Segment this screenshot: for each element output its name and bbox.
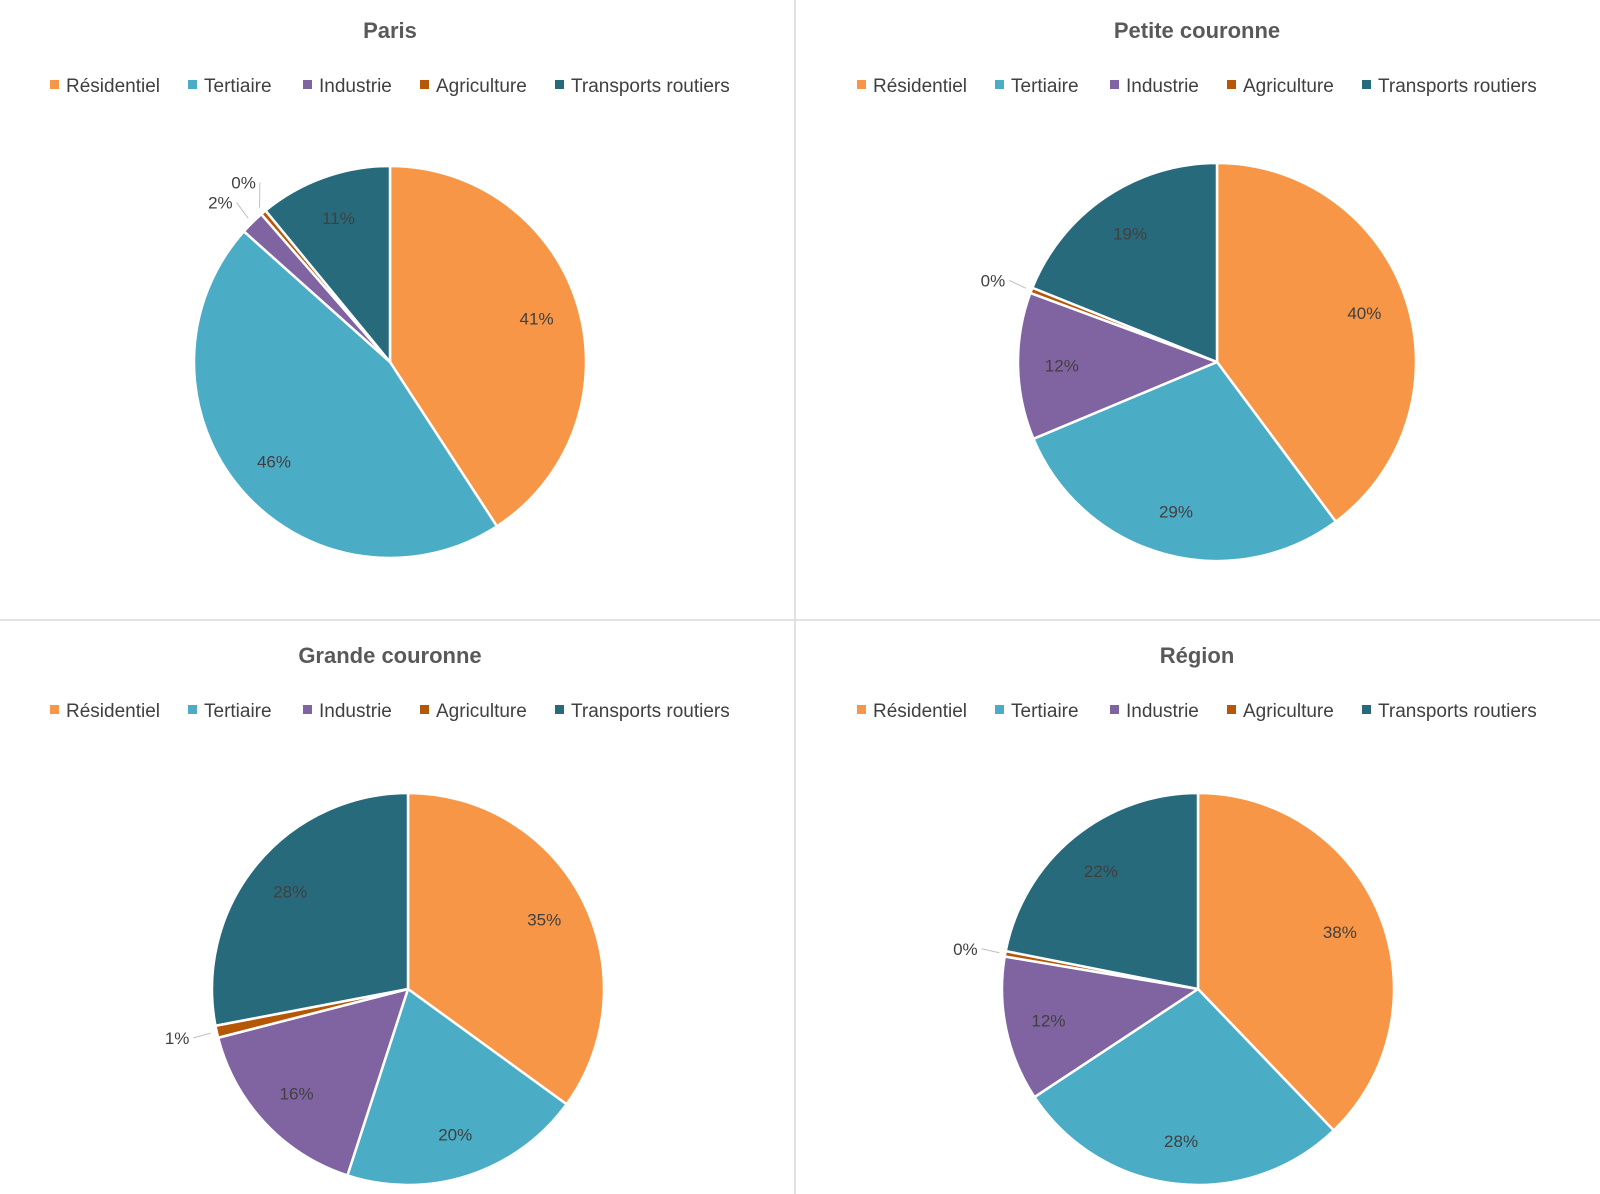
legend-swatch-agriculture (420, 80, 429, 89)
legend-label-industrie: Industrie (1126, 76, 1199, 97)
legend-swatch-residentiel (857, 80, 866, 89)
leader-line-industrie (236, 202, 249, 219)
legend-label-industrie: Industrie (319, 76, 392, 97)
data-label-transports-routiers: 19% (1113, 224, 1147, 243)
chart-grande-couronne: Grande couronne Résidentiel Tertiaire Indu… (50, 643, 730, 1187)
data-label-agriculture: 0% (953, 940, 978, 959)
data-label-transports-routiers: 28% (273, 883, 307, 902)
legend-label-tertiaire: Tertiaire (1011, 701, 1079, 722)
legend-label-tertiaire: Tertiaire (204, 76, 272, 97)
chart-title: Paris (363, 18, 417, 43)
legend-label-transports-routiers: Transports routiers (571, 701, 730, 722)
pie-slice-transports-routiers (210, 791, 410, 1027)
data-label-industrie: 16% (280, 1085, 314, 1104)
pie-slice-tertiaire (1032, 360, 1338, 563)
pie-slice-tertiaire (192, 230, 499, 560)
data-label-tertiaire: 46% (257, 453, 291, 472)
legend-label-agriculture: Agriculture (436, 76, 527, 97)
pie-slice-industrie (1016, 291, 1219, 441)
pie-slice-residentiel (1215, 161, 1418, 523)
leader-line-agriculture (981, 948, 1000, 954)
legend-swatch-industrie (303, 705, 312, 714)
pie-slice-tertiaire (1033, 987, 1335, 1187)
legend-label-residentiel: Résidentiel (873, 701, 967, 722)
legend-swatch-residentiel (857, 705, 866, 714)
data-label-residentiel: 41% (520, 310, 554, 329)
chart-region: Région Résidentiel Tertiaire Industrie Agri… (857, 643, 1537, 1187)
legend-swatch-transports-routiers (555, 705, 564, 714)
legend-label-residentiel: Résidentiel (66, 76, 160, 97)
data-label-residentiel: 35% (527, 911, 561, 930)
leader-line-agriculture (1009, 279, 1026, 289)
data-label-industrie: 12% (1045, 356, 1079, 375)
legend-swatch-agriculture (420, 705, 429, 714)
legend-swatch-industrie (1110, 80, 1119, 89)
data-label-tertiaire: 20% (438, 1125, 472, 1144)
leader-line-agriculture (193, 1032, 211, 1039)
chart-title: Grande couronne (298, 643, 481, 668)
legend-swatch-transports-routiers (1362, 80, 1371, 89)
chart-paris: Paris Résidentiel Tertiaire Industrie Agric… (50, 18, 730, 560)
legend-swatch-transports-routiers (555, 80, 564, 89)
legend-swatch-residentiel (50, 705, 59, 714)
data-label-tertiaire: 29% (1159, 503, 1193, 522)
legend-label-industrie: Industrie (1126, 701, 1199, 722)
data-label-industrie: 2% (208, 194, 233, 213)
legend-label-industrie: Industrie (319, 701, 392, 722)
pie-slice-industrie (1000, 955, 1200, 1099)
chart-title: Région (1160, 643, 1235, 668)
data-label-industrie: 12% (1031, 1012, 1065, 1031)
pie-slice-transports-routiers (264, 164, 392, 364)
legend-label-agriculture: Agriculture (436, 701, 527, 722)
pie-slice-industrie (216, 987, 410, 1177)
data-label-transports-routiers: 22% (1084, 862, 1118, 881)
legend-swatch-agriculture (1227, 80, 1236, 89)
data-label-tertiaire: 28% (1164, 1132, 1198, 1151)
legend-swatch-residentiel (50, 80, 59, 89)
pie-slice-residentiel (406, 791, 606, 1106)
data-label-agriculture: 0% (231, 174, 256, 193)
legend-label-agriculture: Agriculture (1243, 76, 1334, 97)
pie-slice-transports-routiers (1031, 161, 1219, 364)
legend-label-residentiel: Résidentiel (873, 76, 967, 97)
data-label-residentiel: 38% (1323, 923, 1357, 942)
legend-label-tertiaire: Tertiaire (204, 701, 272, 722)
pie-slice-residentiel (1196, 791, 1396, 1132)
data-label-agriculture: 0% (981, 271, 1006, 290)
data-label-agriculture: 1% (165, 1029, 190, 1048)
legend-label-residentiel: Résidentiel (66, 701, 160, 722)
legend-swatch-industrie (303, 80, 312, 89)
legend-label-transports-routiers: Transports routiers (1378, 701, 1537, 722)
legend-swatch-agriculture (1227, 705, 1236, 714)
pie-slice-transports-routiers (1004, 791, 1200, 991)
legend-swatch-transports-routiers (1362, 705, 1371, 714)
pie-slice-tertiaire (346, 987, 568, 1187)
legend-swatch-tertiaire (995, 80, 1004, 89)
legend-label-agriculture: Agriculture (1243, 701, 1334, 722)
legend-label-transports-routiers: Transports routiers (571, 76, 730, 97)
legend-swatch-tertiaire (188, 705, 197, 714)
data-label-transports-routiers: 11% (322, 209, 355, 228)
legend-swatch-tertiaire (188, 80, 197, 89)
legend-swatch-industrie (1110, 705, 1119, 714)
chart-petite-couronne: Petite couronne Résidentiel Tertiaire Indu… (857, 18, 1537, 563)
chart-title: Petite couronne (1114, 18, 1280, 43)
legend-label-transports-routiers: Transports routiers (1378, 76, 1537, 97)
legend-swatch-tertiaire (995, 705, 1004, 714)
legend-label-tertiaire: Tertiaire (1011, 76, 1079, 97)
data-label-residentiel: 40% (1347, 304, 1381, 323)
